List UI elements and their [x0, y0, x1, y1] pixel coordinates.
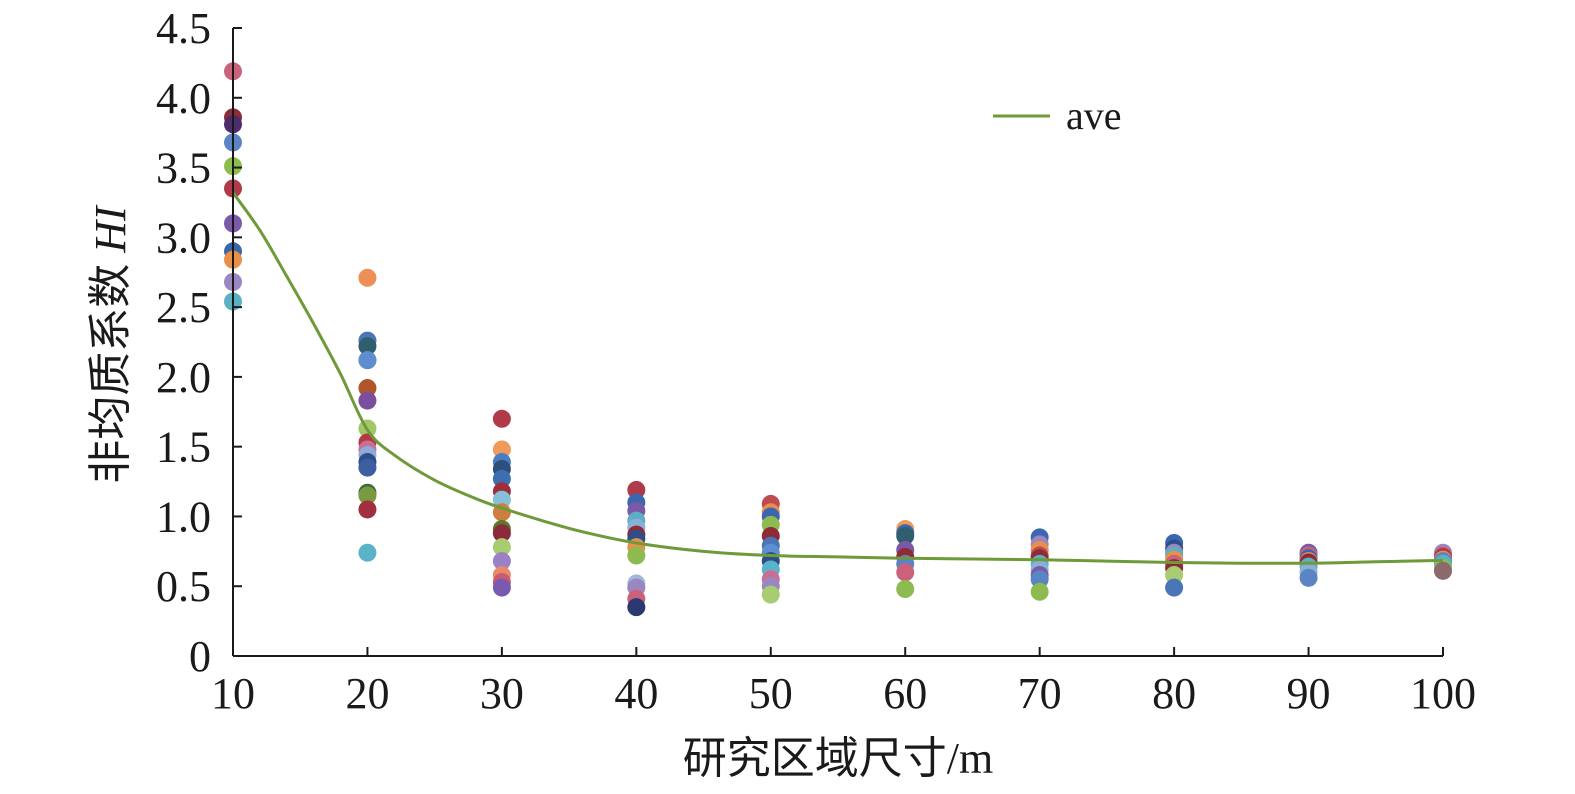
scatter-point [1165, 578, 1184, 597]
x-tick-label: 100 [1410, 669, 1476, 718]
x-tick-label: 30 [480, 669, 524, 718]
x-tick-label: 80 [1152, 669, 1196, 718]
x-tick-label: 40 [614, 669, 658, 718]
x-tick-label: 70 [1018, 669, 1062, 718]
scatter-point [358, 379, 377, 398]
scatter-point [492, 538, 511, 557]
scatter-point [358, 543, 377, 562]
legend-label-ave: ave [1066, 93, 1122, 138]
y-axis-label-symbol: HI [86, 204, 135, 254]
y-tick-label: 1.5 [156, 423, 211, 472]
scatter-point [358, 268, 377, 287]
y-tick-label: 3.0 [156, 213, 211, 262]
x-tick-label: 20 [345, 669, 389, 718]
y-tick-label: 4.0 [156, 74, 211, 123]
y-tick-label: 3.5 [156, 144, 211, 193]
x-tick-label: 60 [883, 669, 927, 718]
y-axis-label-prefix: 非均质系数 [86, 253, 135, 484]
y-tick-label: 4.5 [156, 4, 211, 53]
scatter-point [358, 351, 377, 370]
scatter-point [492, 524, 511, 543]
scatter-point [358, 486, 377, 505]
scatter-point [761, 585, 780, 604]
scatter-point [492, 552, 511, 571]
ave-curve-line [231, 191, 1444, 565]
x-tick-label: 10 [211, 669, 255, 718]
scatter-point [1434, 561, 1452, 580]
scatter-point [627, 480, 646, 499]
scatter-point [1030, 570, 1049, 589]
scatter-point [492, 490, 511, 509]
x-tick-label: 50 [749, 669, 793, 718]
scatter-point [492, 440, 511, 459]
scatter-point [358, 391, 377, 410]
scatter-point [358, 458, 377, 477]
scatter-point [358, 337, 377, 356]
scatter-point [492, 578, 511, 597]
scatter-point [896, 563, 915, 582]
scatter-point [1030, 582, 1049, 601]
scatter-point [358, 500, 377, 519]
y-tick-label: 2.5 [156, 283, 211, 332]
y-ticks: 0 0.5 1.0 1.5 2.0 2.5 3.0 3.5 4.0 4.5 [156, 4, 242, 681]
scatter-point [627, 598, 646, 617]
x-axis-label: 研究区域尺寸/m [683, 734, 993, 783]
y-tick-label: 0 [189, 632, 211, 681]
y-tick-label: 1.0 [156, 492, 211, 541]
y-axis-label: 非均质系数 HI [86, 204, 135, 484]
scatter-point [627, 546, 646, 565]
legend: ave [993, 93, 1122, 138]
scatter-point [1299, 568, 1318, 587]
scatter-point [492, 469, 511, 488]
scatter-point [1165, 566, 1184, 585]
y-tick-label: 2.0 [156, 353, 211, 402]
scatter-point [896, 526, 915, 545]
x-ticks: 10 20 30 40 50 60 70 80 90 100 [211, 647, 1476, 718]
scatter-point [896, 580, 915, 599]
points-layer [224, 62, 1452, 617]
x-tick-label: 90 [1287, 669, 1331, 718]
scatter-point [492, 409, 511, 428]
y-tick-label: 0.5 [156, 562, 211, 611]
